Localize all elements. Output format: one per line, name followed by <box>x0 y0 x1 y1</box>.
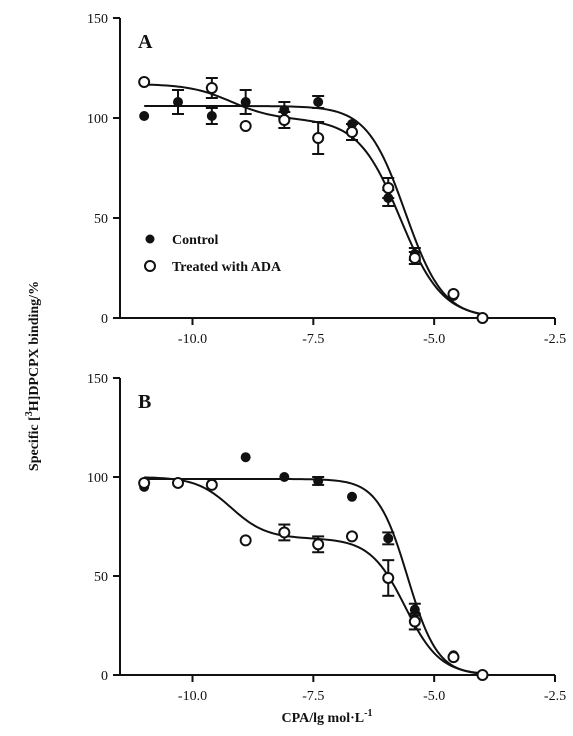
point-ada <box>382 182 395 194</box>
point-ada <box>239 534 252 547</box>
point-control <box>240 97 251 107</box>
point-control <box>313 475 324 486</box>
legend-label: Treated with ADA <box>172 260 282 275</box>
y-tick-label: 50 <box>94 570 108 585</box>
x-tick-label: -7.5 <box>302 332 324 347</box>
legend-marker-ada <box>144 260 156 272</box>
legend-label: Control <box>172 233 219 248</box>
y-tick-label: 100 <box>87 471 108 486</box>
y-axis-title: Specific [3H]DPCPX binding/% <box>24 281 42 471</box>
panel-label: A <box>138 31 153 53</box>
point-ada <box>312 538 325 551</box>
panel-b: 0 50 100 150 -10.0 -7.5 -5.0 -2.5 B <box>87 372 566 704</box>
point-control <box>173 97 183 107</box>
fit-curve-control <box>144 477 483 675</box>
point-control <box>383 533 394 544</box>
y-tick-label: 50 <box>94 212 108 227</box>
point-control <box>347 491 357 502</box>
point-ada <box>278 114 291 126</box>
point-ada <box>312 132 325 144</box>
y-tick-label: 100 <box>87 112 108 127</box>
legend-marker-control <box>145 234 155 244</box>
fit-curve-ada <box>144 476 483 675</box>
point-control <box>206 111 217 121</box>
x-tick-label: -2.5 <box>544 689 566 704</box>
point-ada <box>138 76 151 88</box>
point-control <box>139 111 150 121</box>
y-tick-label: 0 <box>101 669 108 684</box>
x-tick-label: -7.5 <box>302 689 324 704</box>
point-ada <box>346 126 358 138</box>
x-tick-label: -5.0 <box>423 689 445 704</box>
point-ada <box>408 252 421 264</box>
point-control <box>313 97 324 107</box>
point-ada <box>205 82 218 94</box>
panel-label: B <box>138 391 151 413</box>
point-control <box>240 452 251 463</box>
point-ada <box>239 120 252 132</box>
x-tick-label: -10.0 <box>178 332 207 347</box>
point-control <box>279 472 290 482</box>
point-ada <box>278 526 291 539</box>
point-ada <box>138 476 151 489</box>
y-tick-label: 0 <box>101 312 108 327</box>
fit-curve-ada <box>144 83 483 316</box>
x-tick-label: -10.0 <box>178 689 207 704</box>
point-ada <box>205 478 218 491</box>
point-ada <box>408 615 421 628</box>
x-axis-title: CPA/lg mol·L-1 <box>282 708 373 726</box>
point-ada <box>382 571 395 584</box>
y-tick-label: 150 <box>87 372 108 387</box>
point-ada <box>447 651 460 664</box>
point-ada <box>447 288 460 300</box>
point-ada <box>346 530 358 543</box>
point-ada <box>172 476 184 489</box>
x-tick-label: -5.0 <box>423 332 445 347</box>
point-ada <box>476 669 489 681</box>
panel-a: 0 50 100 150 -10.0 -7.5 -5.0 -2.5 A Control Treate… <box>87 12 566 347</box>
point-ada <box>476 312 489 324</box>
y-tick-label: 150 <box>87 12 108 27</box>
x-tick-label: -2.5 <box>544 332 566 347</box>
